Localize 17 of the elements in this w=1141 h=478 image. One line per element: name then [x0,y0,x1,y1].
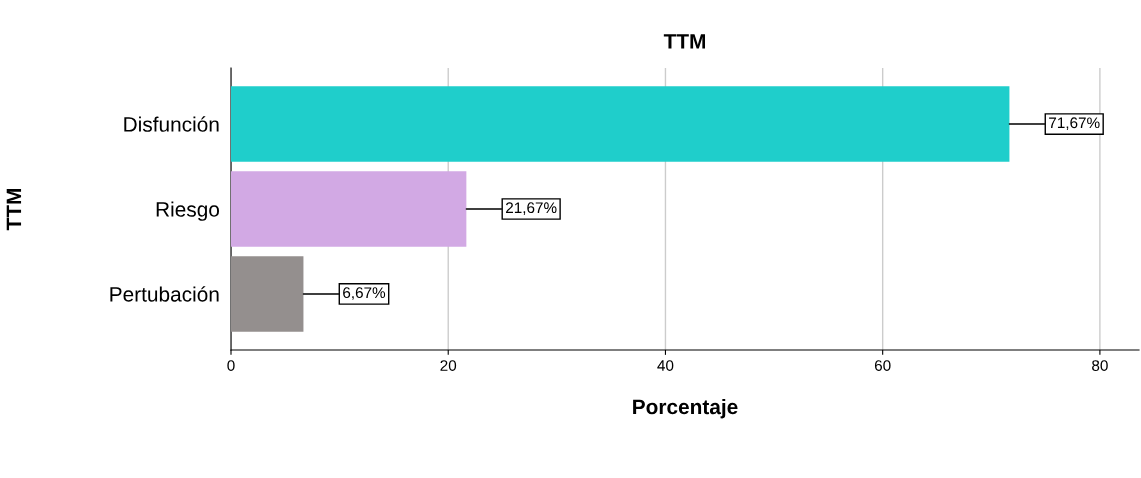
x-tick-label: 0 [227,360,235,371]
y-axis-title: TTM [6,188,22,231]
x-tick-label: 60 [874,360,891,371]
y-tick-label: Pertubación [110,286,219,302]
data-label: 6,67% [343,287,386,300]
bar [231,256,304,332]
data-label: 21,67% [506,202,557,215]
data-label: 71,67% [1049,117,1100,130]
x-axis-title: Porcentaje [633,398,738,419]
y-tick-label: Riesgo [156,201,220,221]
x-tick-label: 40 [657,360,674,371]
bar [231,86,1010,162]
bar [231,171,467,247]
chart-title: TTM [663,34,706,49]
y-tick-label: Disfunción [124,116,219,132]
x-tick-label: 80 [1092,360,1108,371]
x-tick-label: 20 [440,360,457,371]
